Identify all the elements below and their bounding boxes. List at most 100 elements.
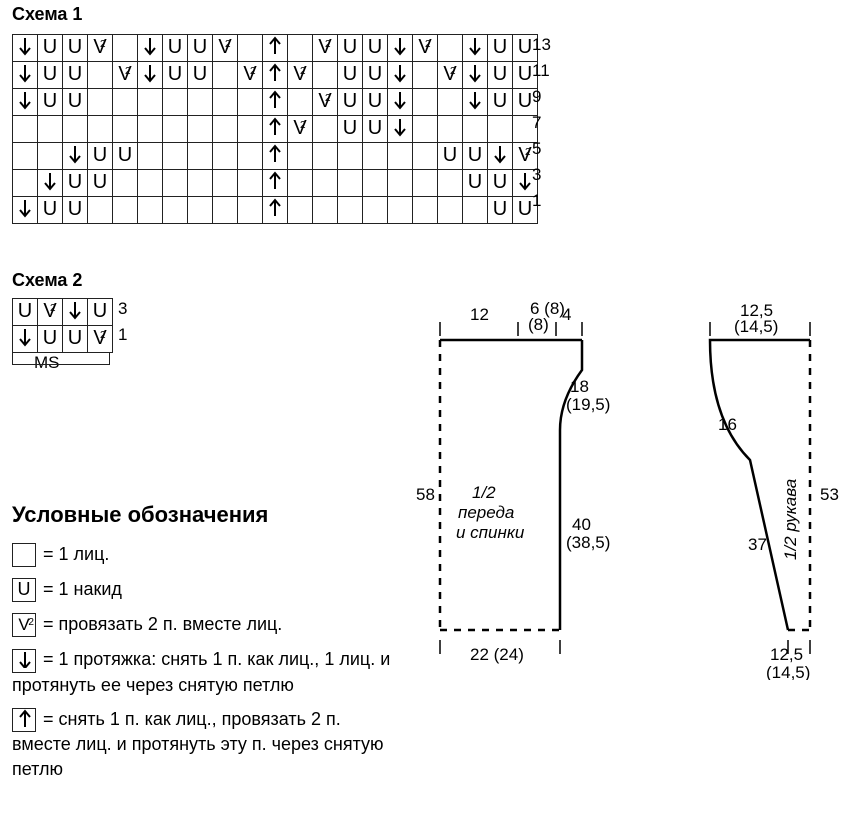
chart-cell: [38, 116, 63, 143]
chart-cell: [63, 299, 88, 326]
chart2-ms-bracket: [12, 352, 110, 365]
legend-row: = 1 лиц.: [12, 542, 392, 567]
arrow-down-icon: [140, 36, 160, 56]
chart-cell: [263, 35, 288, 62]
chart-cell: U: [188, 35, 213, 62]
schematic-body: 12 6 (8) (8) 4 18 (19,5) 40 (38,5) 58 1/…: [416, 300, 610, 664]
chart-cell: [488, 116, 513, 143]
chart-cell: V2: [238, 62, 263, 89]
svg-text:12,5: 12,5: [770, 645, 803, 664]
chart-cell: [238, 197, 263, 224]
chart-cell: [13, 170, 38, 197]
yarn-over-icon: U: [65, 200, 85, 220]
k2tog-icon: V2: [115, 65, 135, 85]
chart-cell: [263, 89, 288, 116]
body-bottom: 22 (24): [470, 645, 524, 664]
legend-symbol: [12, 708, 36, 732]
chart-cell: U: [88, 170, 113, 197]
chart-cell: [463, 35, 488, 62]
arrow-down-icon: [390, 90, 410, 110]
k2tog-icon: V2: [90, 329, 110, 349]
chart-cell: [388, 116, 413, 143]
body-left: 58: [416, 485, 435, 504]
chart-cell: U: [438, 143, 463, 170]
arrow-down-icon: [15, 90, 35, 110]
body-r2: 40: [572, 515, 591, 534]
chart-cell: V2: [88, 35, 113, 62]
chart-cell: U: [113, 143, 138, 170]
chart-cell: U: [363, 89, 388, 116]
k2tog-icon: V2: [215, 38, 235, 58]
chart-cell: [213, 62, 238, 89]
chart-cell: [138, 143, 163, 170]
chart-cell: [413, 197, 438, 224]
chart-cell: [213, 89, 238, 116]
svg-text:(14,5): (14,5): [734, 317, 778, 336]
chart-cell: [238, 116, 263, 143]
yarn-over-icon: U: [90, 173, 110, 193]
chart-cell: [13, 326, 38, 353]
arrow-down-icon: [15, 198, 35, 218]
arrow-down-icon: [15, 327, 35, 347]
chart-cell: [488, 143, 513, 170]
chart-cell: [88, 116, 113, 143]
chart-cell: [138, 116, 163, 143]
k2tog-icon: V2: [315, 38, 335, 58]
legend-text: = 1 протяжка: снять 1 п. как лиц., 1 лиц…: [12, 649, 390, 694]
chart-cell: [13, 62, 38, 89]
chart-cell: [38, 170, 63, 197]
chart-cell: U: [488, 62, 513, 89]
chart-cell: [13, 35, 38, 62]
legend-text: = 1 лиц.: [38, 544, 109, 564]
yarn-over-icon: U: [490, 173, 510, 193]
yarn-over-icon: U: [465, 146, 485, 166]
arrow-up-icon: [265, 171, 285, 191]
chart-cell: [463, 116, 488, 143]
chart-cell: [313, 116, 338, 143]
svg-text:(19,5): (19,5): [566, 395, 610, 414]
body-r1: 18: [570, 377, 589, 396]
chart-cell: [138, 35, 163, 62]
chart-cell: U: [63, 89, 88, 116]
chart-cell: U: [363, 62, 388, 89]
chart-cell: V2: [213, 35, 238, 62]
chart-cell: [113, 197, 138, 224]
chart-cell: [288, 170, 313, 197]
chart1-title: Схема 1: [12, 4, 82, 25]
arrow-up-icon: [265, 144, 285, 164]
chart-cell: [238, 35, 263, 62]
yarn-over-icon: U: [15, 302, 35, 322]
yarn-over-icon: U: [165, 38, 185, 58]
chart-cell: [88, 62, 113, 89]
chart-cell: U: [463, 143, 488, 170]
svg-text:1/2 рукава: 1/2 рукава: [781, 479, 800, 560]
chart-cell: [313, 197, 338, 224]
chart-cell: [363, 197, 388, 224]
chart-cell: [163, 143, 188, 170]
chart-cell: [438, 170, 463, 197]
legend-text: = провязать 2 п. вместе лиц.: [38, 614, 282, 634]
arrow-down-icon: [390, 63, 410, 83]
chart-cell: [38, 143, 63, 170]
arrow-up-icon: [265, 36, 285, 56]
chart-cell: U: [363, 116, 388, 143]
chart-cell: U: [88, 299, 113, 326]
k2tog-icon: V2: [290, 119, 310, 139]
yarn-over-icon: U: [65, 38, 85, 58]
chart-cell: U: [38, 62, 63, 89]
chart-cell: [388, 35, 413, 62]
chart-cell: [388, 143, 413, 170]
yarn-over-icon: U: [440, 146, 460, 166]
chart-cell: [213, 170, 238, 197]
chart-cell: [288, 143, 313, 170]
chart-cell: U: [188, 62, 213, 89]
chart-cell: [263, 143, 288, 170]
chart-cell: U: [338, 62, 363, 89]
chart-cell: [338, 170, 363, 197]
chart-cell: U: [63, 326, 88, 353]
chart-cell: [138, 197, 163, 224]
chart-cell: [388, 89, 413, 116]
chart-cell: [238, 89, 263, 116]
yarn-over-icon: U: [190, 38, 210, 58]
svg-text:(8): (8): [528, 315, 549, 334]
